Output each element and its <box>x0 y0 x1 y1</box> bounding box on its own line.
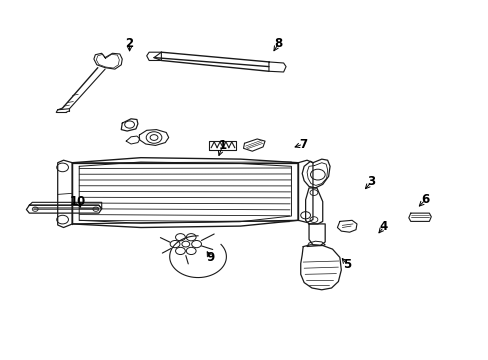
Text: 8: 8 <box>274 37 282 50</box>
Text: 9: 9 <box>206 251 214 264</box>
Text: 5: 5 <box>343 258 350 271</box>
Text: 2: 2 <box>125 37 133 50</box>
Text: 6: 6 <box>421 193 428 206</box>
Text: 10: 10 <box>70 195 86 208</box>
Text: 4: 4 <box>379 220 387 233</box>
Text: 1: 1 <box>218 139 226 152</box>
Text: 3: 3 <box>367 175 375 188</box>
Text: 7: 7 <box>299 138 306 150</box>
